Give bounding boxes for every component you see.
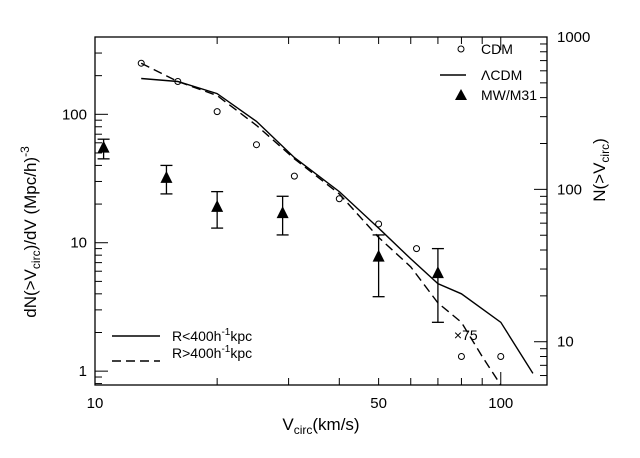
y2-axis-title-part2: ) xyxy=(590,138,609,144)
x-tick-label: 10 xyxy=(87,395,104,412)
cdm-point xyxy=(213,108,221,116)
y-axis-title-part1: dN(>V xyxy=(21,268,40,317)
legend-lcdm-label: ΛCDM xyxy=(481,67,522,83)
legend-r-inner-part1: R<400h xyxy=(172,328,221,344)
mw-point xyxy=(276,206,289,219)
legend-cdm-label: CDM xyxy=(481,41,513,57)
x-tick-label: 100 xyxy=(488,395,513,412)
y-axis-title-superscript: -3 xyxy=(18,146,32,157)
legend-bottom-left: R<400h-1kpc R>400h-1kpc xyxy=(112,327,252,362)
annotation-label: ×75 xyxy=(454,327,478,343)
y2-tick-label: 100 xyxy=(557,181,582,198)
y2-tick-labels: 10 100 1000 xyxy=(557,29,590,351)
cdm-point xyxy=(252,141,260,149)
y2-axis-title: N(>Vcirc) xyxy=(590,138,612,202)
legend-r-inner-part2: kpc xyxy=(230,328,252,344)
legend-r-inner-label: R<400h-1kpc xyxy=(172,327,252,344)
y2-axis-title-subscript: circ xyxy=(598,144,612,163)
cdm-point xyxy=(497,353,505,361)
y2-axis-title-part1: N(>V xyxy=(590,162,609,202)
cdm-point xyxy=(290,172,298,180)
x-axis-title-units: (km/s) xyxy=(312,415,359,434)
mw-point xyxy=(372,249,385,262)
y-axis-title: dN(>Vcirc)/dV (Mpc/h)-3 xyxy=(18,146,43,318)
legend-top-right: CDM ΛCDM MW/M31 xyxy=(440,41,537,103)
y-axis-title-part2: )/dV (Mpc/h) xyxy=(21,157,40,251)
cdm-point xyxy=(413,245,421,253)
cdm-point xyxy=(457,353,465,361)
x-axis-title: Vcirc(km/s) xyxy=(282,415,359,437)
legend-r-outer-part1: R>400h xyxy=(172,345,221,361)
series-line-r-400h-1kpc xyxy=(140,62,502,386)
mw-point xyxy=(211,199,224,212)
legend-r-inner-superscript: -1 xyxy=(221,327,230,338)
y-tick-labels: 1 10 100 xyxy=(62,106,87,380)
series-line--cdm xyxy=(141,77,534,374)
cdm-point xyxy=(335,195,343,203)
mw-point xyxy=(431,266,444,279)
legend-mw-marker xyxy=(455,89,467,100)
y-tick-label: 10 xyxy=(70,235,87,252)
series-layer xyxy=(97,59,534,386)
y-tick-label: 100 xyxy=(62,106,87,123)
legend-r-outer-part2: kpc xyxy=(230,345,252,361)
tick-marks xyxy=(94,36,547,385)
legend-mw-label: MW/M31 xyxy=(481,87,537,103)
mw-point xyxy=(160,170,173,183)
y2-tick-label: 10 xyxy=(557,334,574,351)
cdm-point xyxy=(375,220,383,228)
legend-cdm-marker xyxy=(457,45,465,53)
y2-tick-label: 1000 xyxy=(557,29,590,46)
x-tick-label: 50 xyxy=(370,395,387,412)
x-tick-labels: 10 50 100 xyxy=(87,395,514,412)
legend-r-outer-label: R>400h-1kpc xyxy=(172,344,252,361)
y-tick-label: 1 xyxy=(79,363,87,380)
annotation-layer: ×75 xyxy=(454,327,478,343)
mw-point xyxy=(97,140,110,153)
x-axis-title-subscript: circ xyxy=(294,423,313,437)
plot-frame xyxy=(94,36,548,386)
legend-r-outer-superscript: -1 xyxy=(221,344,230,355)
x-axis-title-main: V xyxy=(282,415,294,434)
y-axis-title-subscript: circ xyxy=(29,250,43,269)
